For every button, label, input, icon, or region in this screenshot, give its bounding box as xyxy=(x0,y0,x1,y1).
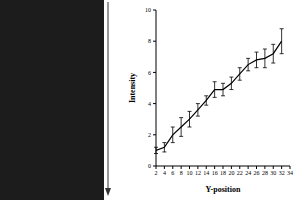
svg-text:28: 28 xyxy=(262,170,268,176)
svg-text:4: 4 xyxy=(148,101,151,107)
svg-text:10: 10 xyxy=(187,170,193,176)
svg-text:2: 2 xyxy=(155,170,158,176)
svg-text:20: 20 xyxy=(228,170,234,176)
svg-text:14: 14 xyxy=(203,170,209,176)
svg-text:0: 0 xyxy=(148,163,151,169)
svg-text:10: 10 xyxy=(145,7,151,13)
svg-text:34: 34 xyxy=(287,170,292,176)
svg-text:Y-position: Y-position xyxy=(206,185,241,194)
svg-text:6: 6 xyxy=(171,170,174,176)
svg-text:16: 16 xyxy=(212,170,218,176)
svg-text:8: 8 xyxy=(180,170,183,176)
svg-text:32: 32 xyxy=(279,170,285,176)
svg-text:22: 22 xyxy=(237,170,243,176)
svg-text:18: 18 xyxy=(220,170,226,176)
svg-text:30: 30 xyxy=(270,170,276,176)
svg-text:2: 2 xyxy=(148,132,151,138)
svg-text:26: 26 xyxy=(254,170,260,176)
svg-text:Intensity: Intensity xyxy=(128,73,137,103)
svg-text:8: 8 xyxy=(148,38,151,44)
svg-text:12: 12 xyxy=(195,170,201,176)
svg-text:6: 6 xyxy=(148,70,151,76)
svg-text:4: 4 xyxy=(163,170,166,176)
svg-text:24: 24 xyxy=(245,170,251,176)
